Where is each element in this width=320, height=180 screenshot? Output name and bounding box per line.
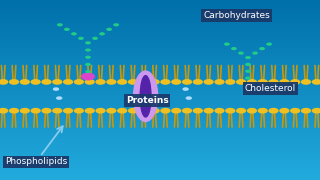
Circle shape xyxy=(30,108,41,114)
Circle shape xyxy=(20,79,30,85)
Circle shape xyxy=(160,79,171,85)
Circle shape xyxy=(84,108,95,114)
Circle shape xyxy=(128,79,138,85)
Circle shape xyxy=(106,28,112,31)
Circle shape xyxy=(149,79,160,85)
Circle shape xyxy=(247,108,257,114)
Ellipse shape xyxy=(134,71,157,122)
Circle shape xyxy=(204,79,214,85)
Circle shape xyxy=(301,79,311,85)
Circle shape xyxy=(186,96,192,100)
Circle shape xyxy=(193,108,203,114)
Circle shape xyxy=(63,108,73,114)
Circle shape xyxy=(85,56,91,59)
Circle shape xyxy=(41,108,52,114)
Circle shape xyxy=(74,79,84,85)
Text: Cholesterol: Cholesterol xyxy=(245,84,296,93)
Circle shape xyxy=(41,79,52,85)
Circle shape xyxy=(290,108,300,114)
Circle shape xyxy=(85,63,91,66)
Circle shape xyxy=(85,70,91,73)
Circle shape xyxy=(268,108,279,114)
Circle shape xyxy=(279,79,290,85)
Circle shape xyxy=(139,108,149,114)
Circle shape xyxy=(225,79,236,85)
Circle shape xyxy=(236,108,246,114)
Circle shape xyxy=(193,79,203,85)
Circle shape xyxy=(92,37,98,40)
Circle shape xyxy=(171,108,181,114)
Circle shape xyxy=(245,76,251,80)
Circle shape xyxy=(128,108,138,114)
Circle shape xyxy=(312,108,320,114)
Circle shape xyxy=(0,79,8,85)
Circle shape xyxy=(63,79,73,85)
Circle shape xyxy=(258,108,268,114)
Circle shape xyxy=(225,108,236,114)
Circle shape xyxy=(139,79,149,85)
Circle shape xyxy=(99,32,105,35)
Circle shape xyxy=(252,51,258,55)
Circle shape xyxy=(106,108,116,114)
Circle shape xyxy=(266,42,272,46)
Circle shape xyxy=(64,28,70,31)
Circle shape xyxy=(259,47,265,50)
Circle shape xyxy=(84,79,95,85)
Circle shape xyxy=(182,108,192,114)
Circle shape xyxy=(85,41,91,44)
Circle shape xyxy=(52,79,62,85)
Circle shape xyxy=(312,79,320,85)
Circle shape xyxy=(9,79,19,85)
Circle shape xyxy=(231,47,237,50)
Circle shape xyxy=(182,87,189,91)
Circle shape xyxy=(74,108,84,114)
Circle shape xyxy=(290,79,300,85)
Circle shape xyxy=(258,79,268,85)
Circle shape xyxy=(182,79,192,85)
Text: Proteins: Proteins xyxy=(126,96,169,105)
Circle shape xyxy=(245,63,251,66)
Circle shape xyxy=(71,32,77,35)
Text: Carbohydrates: Carbohydrates xyxy=(203,11,270,20)
Circle shape xyxy=(214,108,225,114)
Circle shape xyxy=(56,96,62,100)
Circle shape xyxy=(106,79,116,85)
Circle shape xyxy=(113,23,119,26)
Circle shape xyxy=(9,108,19,114)
Circle shape xyxy=(0,108,8,114)
Circle shape xyxy=(53,87,59,91)
Circle shape xyxy=(238,51,244,55)
Circle shape xyxy=(224,42,230,46)
Circle shape xyxy=(78,37,84,40)
Circle shape xyxy=(245,56,251,59)
Circle shape xyxy=(117,79,127,85)
Circle shape xyxy=(95,79,106,85)
Circle shape xyxy=(160,108,171,114)
Circle shape xyxy=(117,108,127,114)
Circle shape xyxy=(85,48,91,52)
Circle shape xyxy=(214,79,225,85)
Circle shape xyxy=(245,70,251,73)
Circle shape xyxy=(57,23,63,26)
Circle shape xyxy=(268,79,279,85)
Circle shape xyxy=(149,108,160,114)
Circle shape xyxy=(30,79,41,85)
Circle shape xyxy=(301,108,311,114)
Text: Phospholipids: Phospholipids xyxy=(5,158,67,166)
Ellipse shape xyxy=(140,76,151,117)
Circle shape xyxy=(81,73,95,80)
Circle shape xyxy=(247,79,257,85)
Circle shape xyxy=(204,108,214,114)
Circle shape xyxy=(236,79,246,85)
Circle shape xyxy=(171,79,181,85)
Circle shape xyxy=(20,108,30,114)
Circle shape xyxy=(279,108,290,114)
Circle shape xyxy=(52,108,62,114)
Circle shape xyxy=(95,108,106,114)
